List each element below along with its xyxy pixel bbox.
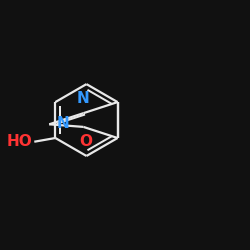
- Text: O: O: [79, 134, 92, 149]
- Text: N: N: [77, 91, 90, 106]
- Text: HO: HO: [6, 134, 32, 149]
- Text: N: N: [57, 116, 70, 130]
